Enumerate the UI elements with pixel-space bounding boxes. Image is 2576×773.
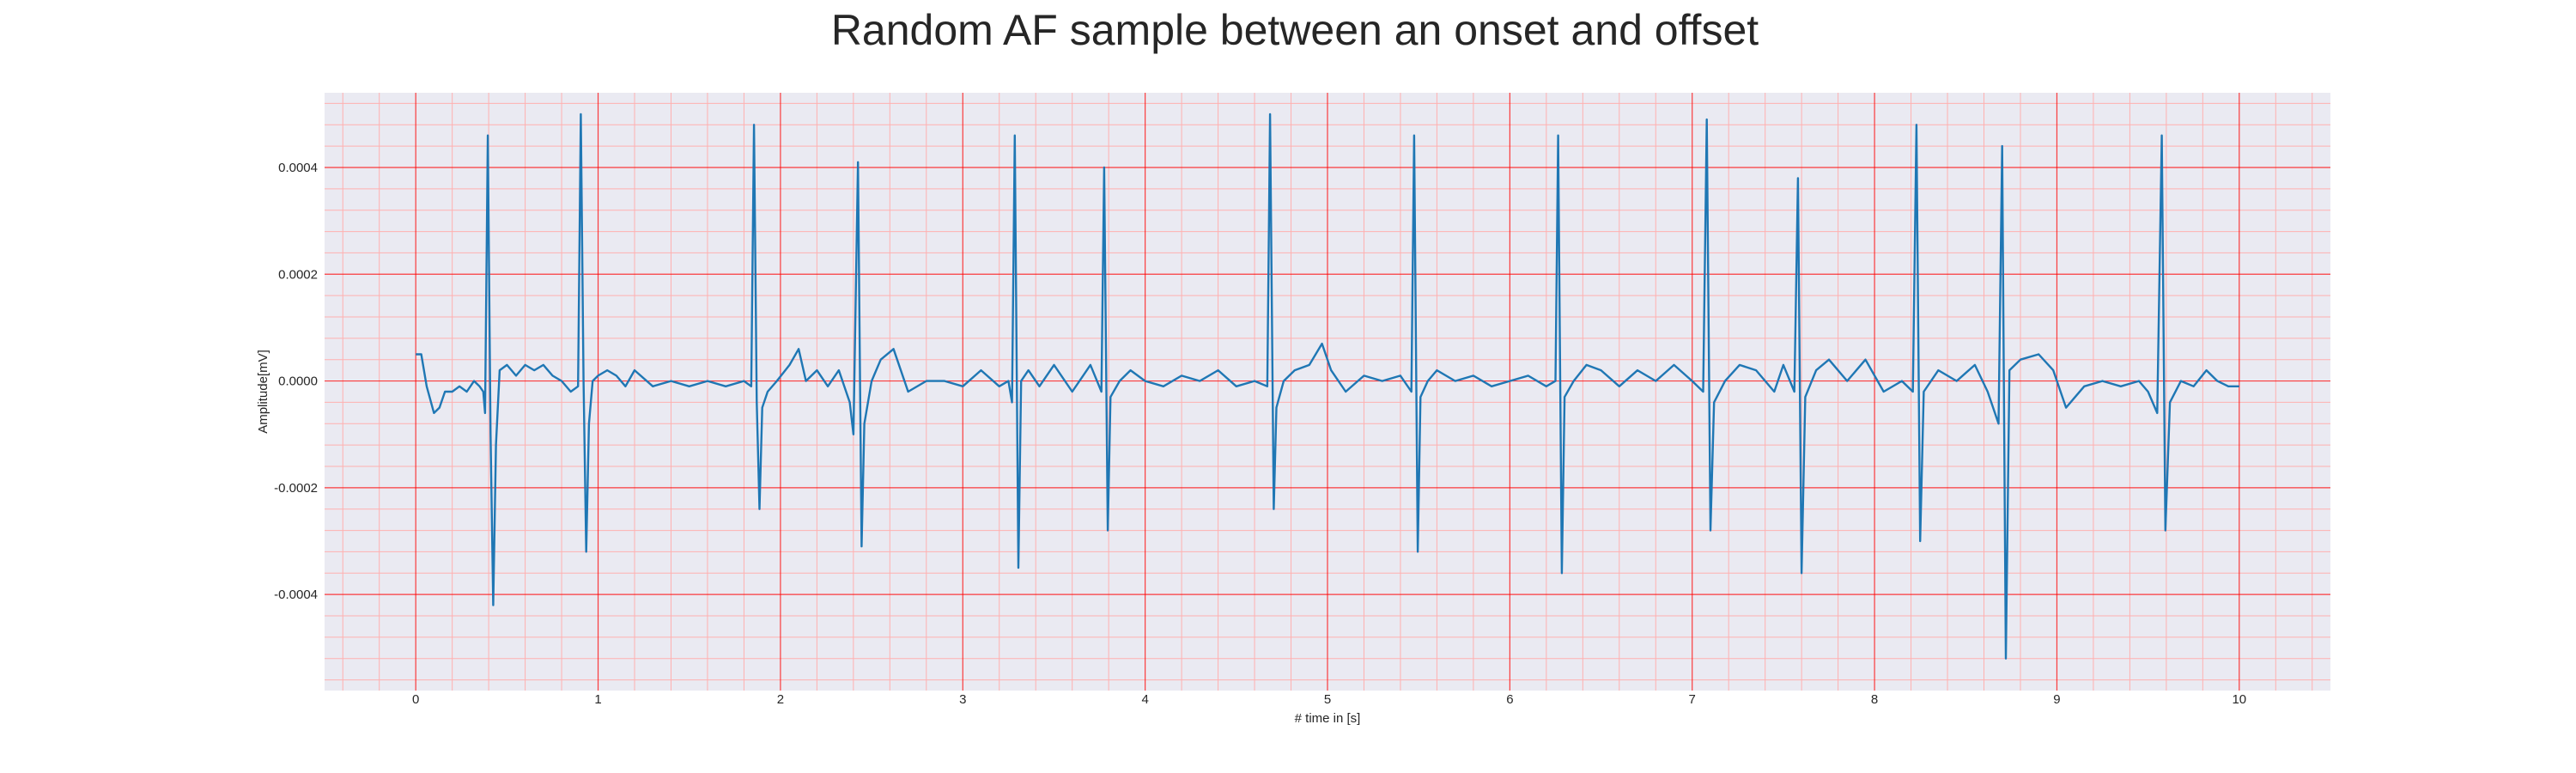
- x-tick-label: 4: [1141, 692, 1148, 707]
- ecg-signal-line: [416, 113, 2239, 660]
- x-tick-label: 7: [1689, 692, 1696, 707]
- x-tick-label: 9: [2053, 692, 2060, 707]
- x-axis-ticks: 0 1 2 3 4 5 6 7 8 9 10: [412, 692, 2246, 707]
- x-tick-label: 1: [594, 692, 601, 707]
- x-tick-label: 6: [1506, 692, 1513, 707]
- y-tick-label: 0.0002: [278, 267, 318, 282]
- x-tick-label: 2: [777, 692, 784, 707]
- y-axis-ticks: -0.0004 -0.0002 0.0000 0.0002 0.0004: [274, 161, 318, 602]
- x-tick-label: 5: [1324, 692, 1331, 707]
- y-tick-label: -0.0004: [274, 587, 318, 602]
- chart-title: Random AF sample between an onset and of…: [831, 6, 1759, 54]
- y-axis-label: Amplitude[mV]: [256, 350, 270, 434]
- y-tick-label: 0.0000: [278, 374, 318, 389]
- y-tick-label: 0.0004: [278, 161, 318, 175]
- major-grid: [325, 93, 2330, 691]
- x-tick-label: 10: [2232, 692, 2246, 707]
- x-tick-label: 0: [412, 692, 419, 707]
- x-axis-label: # time in [s]: [1295, 711, 1361, 726]
- y-tick-label: -0.0002: [274, 481, 318, 496]
- x-tick-label: 3: [959, 692, 966, 707]
- x-tick-label: 8: [1871, 692, 1878, 707]
